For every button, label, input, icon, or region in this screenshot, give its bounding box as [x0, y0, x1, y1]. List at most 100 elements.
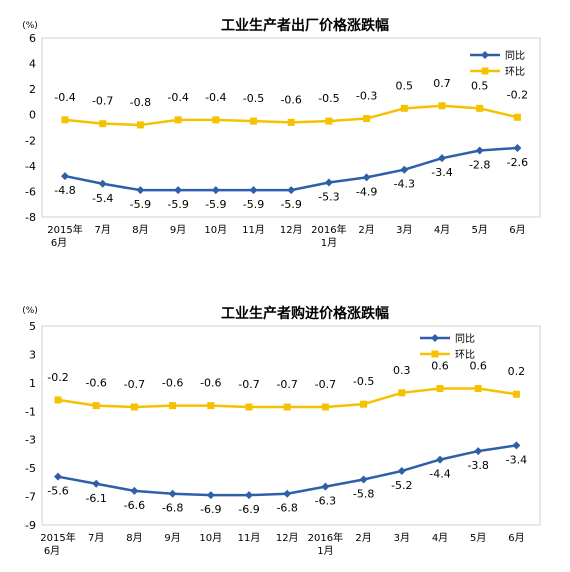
data-point	[130, 486, 139, 495]
plot-area	[41, 325, 541, 526]
y-axis-unit: (%)	[22, 306, 38, 316]
legend-label: 同比	[505, 50, 525, 62]
data-point	[321, 482, 330, 491]
data-label: -4.8	[54, 184, 75, 197]
data-label: 0.2	[508, 365, 526, 378]
y-axis-unit: (%)	[22, 21, 38, 31]
plot-area	[41, 37, 541, 218]
data-label: -0.5	[243, 92, 264, 105]
data-point	[324, 178, 333, 187]
x-tick-label: 3月	[394, 532, 410, 544]
data-point	[136, 186, 145, 195]
data-point	[359, 475, 368, 484]
data-label: -4.4	[429, 468, 450, 481]
data-point	[245, 491, 253, 500]
y-tick-label: -9	[25, 519, 36, 532]
x-tick-label: 5月	[470, 532, 486, 544]
data-label: -0.4	[54, 91, 75, 104]
legend-label: 环比	[455, 349, 475, 361]
data-label: -5.9	[130, 198, 151, 211]
data-label: -0.7	[92, 95, 113, 108]
y-tick-label: -2	[25, 134, 36, 147]
x-tick-label: 11月	[238, 532, 261, 544]
data-point	[287, 186, 296, 195]
data-label: -5.9	[205, 198, 226, 211]
data-point	[61, 172, 69, 181]
x-tick-label: 3月	[396, 224, 412, 236]
data-label: -0.7	[124, 378, 145, 391]
data-point	[92, 402, 100, 410]
x-tick-label: 1月	[317, 545, 333, 557]
data-label: 0.6	[431, 360, 449, 373]
data-point	[475, 146, 484, 155]
y-tick-label: 3	[29, 348, 36, 361]
x-tick-label: 2016年	[311, 223, 346, 236]
data-point	[438, 154, 446, 163]
data-label: -6.9	[238, 503, 259, 516]
x-tick-label: 2015年	[40, 531, 75, 544]
data-label: -0.2	[507, 88, 528, 101]
data-point	[92, 479, 101, 488]
x-tick-label: 7月	[88, 532, 104, 544]
data-label: 0.5	[396, 79, 414, 92]
data-label: -5.8	[353, 488, 374, 501]
y-tick-label: -7	[25, 491, 36, 504]
data-point	[398, 389, 406, 397]
data-label: -0.2	[47, 371, 68, 384]
data-point	[325, 117, 333, 125]
y-tick-label: -1	[25, 405, 36, 418]
data-label: -2.6	[507, 156, 528, 169]
data-label: -5.9	[280, 198, 301, 211]
data-label: -2.8	[469, 159, 490, 172]
legend-marker	[481, 67, 489, 75]
data-point	[98, 179, 107, 188]
data-label: -5.3	[318, 190, 339, 203]
data-label: -5.2	[391, 479, 412, 492]
data-point	[54, 472, 62, 481]
legend-marker	[431, 334, 439, 342]
data-point	[169, 402, 177, 410]
data-label: -0.5	[318, 92, 339, 105]
legend-marker	[481, 51, 489, 59]
data-point	[363, 115, 371, 123]
data-label: -0.7	[238, 378, 259, 391]
data-point	[249, 186, 258, 195]
data-point	[400, 104, 408, 112]
data-point	[362, 173, 371, 182]
legend-marker	[431, 350, 439, 358]
y-tick-label: -8	[25, 211, 36, 224]
data-label: -6.3	[315, 495, 336, 508]
data-label: -5.4	[92, 192, 113, 205]
y-tick-label: 5	[29, 320, 36, 333]
data-label: -6.9	[200, 503, 221, 516]
x-tick-label: 11月	[242, 224, 265, 236]
y-tick-label: -5	[25, 462, 36, 475]
data-point	[212, 116, 220, 124]
x-tick-label: 1月	[321, 237, 337, 249]
data-label: -6.8	[276, 502, 297, 515]
data-point	[245, 403, 253, 411]
data-point	[513, 113, 521, 121]
y-tick-label: 4	[29, 58, 36, 71]
data-point	[168, 489, 177, 498]
x-tick-label: 7月	[95, 224, 111, 236]
data-label: -0.7	[276, 378, 297, 391]
data-label: -4.9	[356, 185, 377, 198]
x-tick-label: 4月	[432, 532, 448, 544]
x-tick-label: 4月	[434, 224, 450, 236]
data-point	[136, 121, 144, 129]
y-tick-label: 6	[29, 32, 36, 45]
data-label: -6.1	[85, 492, 106, 505]
data-point	[474, 385, 482, 393]
y-tick-label: -4	[25, 160, 36, 173]
data-point	[321, 403, 329, 411]
data-point	[174, 186, 183, 195]
data-label: -3.4	[506, 453, 527, 466]
data-label: -5.6	[47, 485, 68, 498]
y-tick-label: 2	[29, 83, 36, 96]
y-tick-label: -3	[25, 434, 36, 447]
data-label: -0.4	[167, 91, 188, 104]
data-label: -0.5	[353, 375, 374, 388]
